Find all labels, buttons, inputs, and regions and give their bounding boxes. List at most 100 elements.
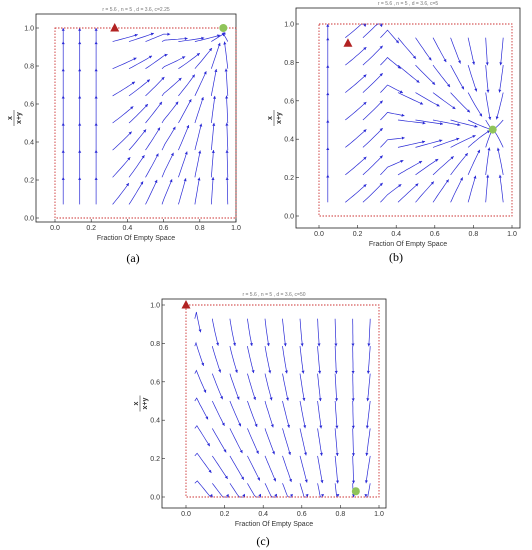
stream-arrowhead	[242, 493, 246, 497]
stream-arrowhead	[161, 77, 165, 81]
stream-arrowhead	[273, 478, 277, 482]
streamline	[229, 346, 238, 373]
y-label-denominator: x+y	[276, 112, 283, 124]
stream-arrowhead	[225, 149, 229, 153]
stream-arrowhead	[223, 41, 227, 45]
streamline	[229, 373, 240, 400]
streamline	[500, 37, 504, 66]
streamline	[247, 400, 258, 428]
stream-arrowhead	[214, 69, 218, 73]
streamline	[210, 42, 221, 69]
stream-arrowhead	[170, 152, 174, 156]
y-tick-label: 1.0	[24, 26, 34, 33]
stream-arrowhead	[498, 174, 502, 178]
stream-arrowhead	[363, 74, 367, 78]
stream-arrowhead	[150, 32, 154, 36]
streamline	[210, 177, 214, 205]
stream-arrowhead	[401, 113, 405, 117]
streamline	[334, 346, 337, 374]
stream-arrowhead	[326, 24, 330, 27]
streamline	[397, 140, 426, 148]
stream-arrowhead	[144, 104, 148, 108]
stream-arrowhead	[461, 86, 464, 90]
streamline	[194, 47, 213, 69]
y-tick-label: 1.0	[150, 303, 160, 310]
stream-arrowhead	[130, 106, 134, 110]
y-label-numerator: x	[7, 116, 14, 120]
streamline	[282, 318, 286, 347]
stream-arrowhead	[326, 37, 330, 41]
streamline	[362, 72, 383, 93]
panel-caption: (a)	[126, 251, 139, 265]
stream-arrowhead	[217, 42, 221, 47]
x-tick-label: 1.0	[374, 511, 384, 518]
streamline	[145, 127, 161, 151]
streamline	[334, 455, 339, 484]
unstable-point-triangle	[343, 38, 353, 47]
stream-arrowhead	[395, 40, 399, 44]
y-tick-label: 0.4	[284, 137, 294, 144]
stream-arrowhead	[198, 329, 202, 333]
stream-arrowhead	[167, 32, 171, 36]
stream-arrowhead	[196, 53, 200, 57]
streamline	[362, 100, 383, 121]
streamline	[194, 311, 201, 333]
unstable-point-triangle	[181, 300, 191, 309]
streamline	[345, 23, 367, 38]
stream-arrowhead	[379, 182, 383, 187]
streamline	[161, 38, 188, 42]
stream-arrowhead	[400, 160, 404, 163]
streamline	[145, 54, 168, 69]
streamline	[247, 346, 255, 374]
stream-arrowhead	[464, 153, 468, 157]
streamline	[467, 149, 481, 176]
stream-arrowhead	[365, 425, 369, 429]
stream-arrowhead	[126, 183, 129, 187]
stable-point-circle	[219, 24, 228, 32]
stream-arrowhead	[430, 181, 434, 185]
streamline	[299, 400, 306, 429]
stream-arrowhead	[78, 28, 82, 31]
streamline	[229, 318, 236, 346]
stream-arrowhead	[300, 343, 304, 347]
y-tick-label: 0.8	[24, 64, 34, 71]
streamline	[128, 55, 153, 70]
stable-point-circle	[351, 487, 360, 496]
stream-arrowhead	[335, 425, 339, 429]
stream-arrowhead	[287, 424, 291, 428]
stream-arrowhead	[457, 123, 461, 127]
y-tick-label: 0.0	[24, 216, 34, 223]
streamline	[317, 428, 323, 456]
streamline	[194, 480, 213, 498]
streamline	[380, 112, 405, 121]
stream-arrowhead	[234, 369, 238, 373]
stream-arrowhead	[249, 342, 253, 346]
streamline	[334, 428, 338, 457]
streamline	[211, 400, 225, 427]
y-tick-label: 0.4	[24, 140, 34, 147]
streamline	[345, 129, 367, 148]
y-label-denominator: x+y	[16, 112, 23, 124]
stream-arrowhead	[225, 95, 229, 99]
stream-arrowhead	[401, 136, 405, 140]
streamline	[161, 77, 182, 97]
streamline	[485, 92, 491, 120]
boundary-dotted	[185, 304, 380, 498]
x-tick-label: 0.4	[123, 225, 133, 232]
x-axis-label: Fraction Of Empty Space	[369, 241, 447, 248]
stream-arrowhead	[285, 397, 289, 401]
streamline	[380, 29, 400, 44]
streamline	[380, 184, 402, 203]
stream-arrowhead	[335, 453, 339, 456]
stream-arrowhead	[336, 494, 340, 497]
stream-arrowhead	[318, 370, 322, 374]
streamline	[282, 400, 290, 428]
stream-arrowhead	[485, 62, 489, 66]
streamline	[211, 428, 227, 453]
streamline	[247, 455, 261, 481]
streamline	[345, 46, 367, 66]
stream-arrowhead	[363, 156, 367, 160]
streamline	[367, 346, 371, 374]
stream-arrowhead	[209, 493, 213, 497]
streamline	[415, 139, 443, 148]
